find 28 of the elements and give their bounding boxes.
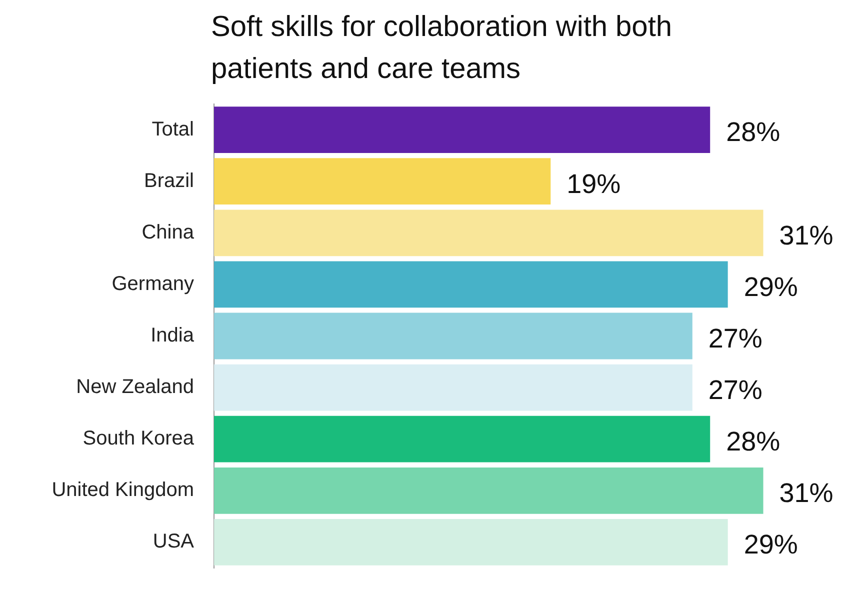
y-tick-label: Brazil	[144, 170, 194, 192]
y-tick-label: USA	[152, 530, 195, 553]
data-label: 28%	[726, 117, 780, 148]
data-label: 27%	[708, 375, 762, 406]
bar	[214, 467, 764, 514]
y-tick-label: South Korea	[82, 428, 195, 450]
bar	[214, 364, 692, 411]
data-label: 27%	[708, 323, 762, 354]
data-label: 28%	[726, 426, 780, 457]
y-tick-label: Total	[152, 118, 194, 140]
data-label: 31%	[779, 220, 834, 250]
bar	[214, 158, 551, 205]
chart-title: Soft skills for collaboration with both patients and care teams	[211, 10, 673, 87]
bar	[214, 312, 692, 360]
y-tick-label: India	[150, 324, 195, 347]
data-label: 29%	[744, 272, 798, 302]
data-label: 31%	[779, 478, 834, 508]
y-tick-label: United Kingdom	[52, 479, 194, 502]
bar	[214, 210, 764, 256]
data-label: 29%	[744, 530, 798, 560]
bar	[214, 519, 728, 566]
y-tick-label: New Zealand	[76, 376, 194, 398]
bar	[214, 416, 710, 462]
data-label: 19%	[566, 168, 621, 199]
bar	[214, 106, 710, 153]
y-tick-label: China	[142, 221, 195, 244]
bar	[214, 261, 728, 308]
y-tick-label: Germany	[112, 272, 194, 295]
